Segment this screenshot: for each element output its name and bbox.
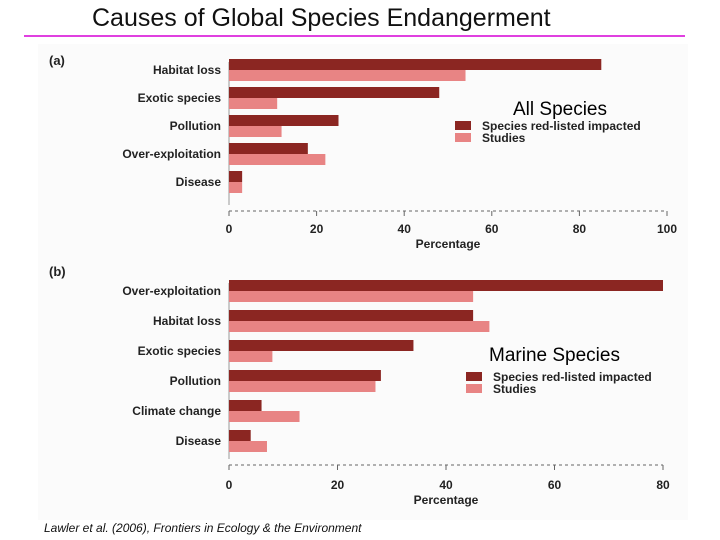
chart1-bar-studies-pollution — [229, 126, 282, 137]
chart2-legend-swatch-species-red-listed-impacted — [466, 372, 482, 381]
chart2-category-label-disease: Disease — [176, 434, 222, 448]
chart2-category-label-climate-change: Climate change — [132, 404, 221, 418]
chart1-category-label-exotic-species: Exotic species — [138, 91, 222, 105]
chart1-x-tick-label-60: 60 — [485, 222, 499, 236]
chart2-x-tick-label-40: 40 — [439, 478, 453, 492]
chart2-bar-species-red-listed-impacted-disease — [229, 430, 251, 441]
chart1-legend-label-studies: Studies — [482, 131, 526, 145]
chart2-category-label-exotic-species: Exotic species — [138, 344, 222, 358]
chart2-legend-label-studies: Studies — [493, 382, 537, 396]
chart2-bar-studies-pollution — [229, 381, 376, 392]
chart1-x-axis-label: Percentage — [416, 237, 481, 251]
chart2-x-tick-label-80: 80 — [656, 478, 670, 492]
chart2-category-label-pollution: Pollution — [170, 374, 221, 388]
chart1-category-label-over-exploitation: Over-exploitation — [122, 147, 221, 161]
chart1-legend-swatch-studies — [455, 133, 471, 142]
chart2-legend-swatch-studies — [466, 384, 482, 393]
chart2-category-label-habitat-loss: Habitat loss — [153, 314, 221, 328]
citation-credit: Lawler et al. (2006), Frontiers in Ecolo… — [44, 521, 362, 535]
chart1-panel-letter: (a) — [49, 53, 65, 68]
chart1-x-tick-label-100: 100 — [657, 222, 677, 236]
chart2-bar-studies-disease — [229, 441, 267, 452]
chart2-bar-studies-exotic-species — [229, 351, 273, 362]
chart1-bar-studies-disease — [229, 182, 243, 193]
chart2-bar-studies-habitat-loss — [229, 321, 490, 332]
chart1-bar-species-red-listed-impacted-over-exploitation — [229, 143, 308, 154]
chart1-bar-species-red-listed-impacted-pollution — [229, 115, 339, 126]
chart2-x-tick-label-60: 60 — [548, 478, 562, 492]
chart2-bar-species-red-listed-impacted-climate-change — [229, 400, 262, 411]
chart1-category-label-pollution: Pollution — [170, 119, 221, 133]
chart2-panel-letter: (b) — [49, 264, 66, 279]
chart1-bar-studies-habitat-loss — [229, 70, 466, 81]
chart1-legend-swatch-species-red-listed-impacted — [455, 121, 471, 130]
chart2-bar-species-red-listed-impacted-exotic-species — [229, 340, 414, 351]
chart1-x-tick-label-80: 80 — [573, 222, 587, 236]
chart2-bar-species-red-listed-impacted-pollution — [229, 370, 381, 381]
chart2-x-axis-label: Percentage — [414, 493, 479, 507]
chart1-bar-studies-exotic-species — [229, 98, 278, 109]
chart2-x-tick-label-0: 0 — [226, 478, 233, 492]
chart2-bar-species-red-listed-impacted-over-exploitation — [229, 280, 663, 291]
title-divider — [24, 35, 685, 37]
chart2-bar-species-red-listed-impacted-habitat-loss — [229, 310, 474, 321]
chart2-bar-studies-climate-change — [229, 411, 300, 422]
chart1-bar-species-red-listed-impacted-habitat-loss — [229, 59, 602, 70]
chart1-category-label-habitat-loss: Habitat loss — [153, 63, 221, 77]
chart1-x-tick-label-20: 20 — [310, 222, 324, 236]
chart2-overlay-label: Marine Species — [489, 345, 620, 366]
chart2-bar-studies-over-exploitation — [229, 291, 474, 302]
page-title: Causes of Global Species Endangerment — [92, 4, 551, 32]
chart1-x-tick-label-0: 0 — [226, 222, 233, 236]
chart1-overlay-label: All Species — [513, 99, 607, 120]
chart2-category-label-over-exploitation: Over-exploitation — [122, 284, 221, 298]
chart1-bar-species-red-listed-impacted-disease — [229, 171, 243, 182]
chart2-legend-label-species-red-listed-impacted: Species red-listed impacted — [493, 370, 652, 384]
chart1-bar-species-red-listed-impacted-exotic-species — [229, 87, 440, 98]
chart1-x-tick-label-40: 40 — [398, 222, 412, 236]
chart2-x-tick-label-20: 20 — [331, 478, 345, 492]
chart1-category-label-disease: Disease — [176, 175, 222, 189]
chart1-legend-label-species-red-listed-impacted: Species red-listed impacted — [482, 119, 641, 133]
chart1-bar-studies-over-exploitation — [229, 154, 326, 165]
